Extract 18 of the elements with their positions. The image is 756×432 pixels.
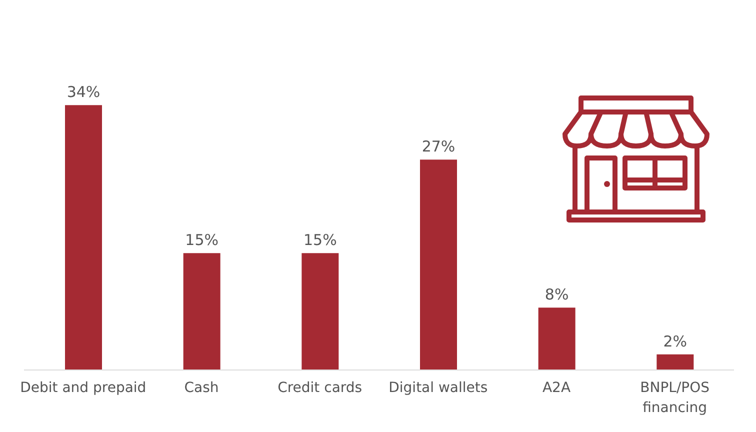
x-tick-label: Credit cards bbox=[278, 380, 362, 396]
x-tick-label: Debit and prepaid bbox=[20, 380, 146, 396]
x-tick-label: A2A bbox=[542, 380, 571, 396]
bar bbox=[65, 105, 102, 370]
bar bbox=[183, 253, 220, 370]
data-label: 15% bbox=[185, 231, 219, 250]
data-label: 27% bbox=[422, 138, 456, 156]
data-label: 34% bbox=[66, 83, 100, 102]
x-tick-label: Digital wallets bbox=[388, 380, 488, 396]
bar bbox=[656, 354, 694, 370]
bar bbox=[420, 160, 457, 370]
x-tick-label: Cash bbox=[184, 380, 219, 396]
data-label: 8% bbox=[544, 286, 569, 304]
data-label: 2% bbox=[663, 332, 688, 350]
bar bbox=[538, 308, 576, 370]
bar bbox=[302, 253, 339, 370]
data-label: 15% bbox=[303, 231, 337, 250]
x-tick-label: BNPL/POS financing bbox=[640, 380, 710, 416]
